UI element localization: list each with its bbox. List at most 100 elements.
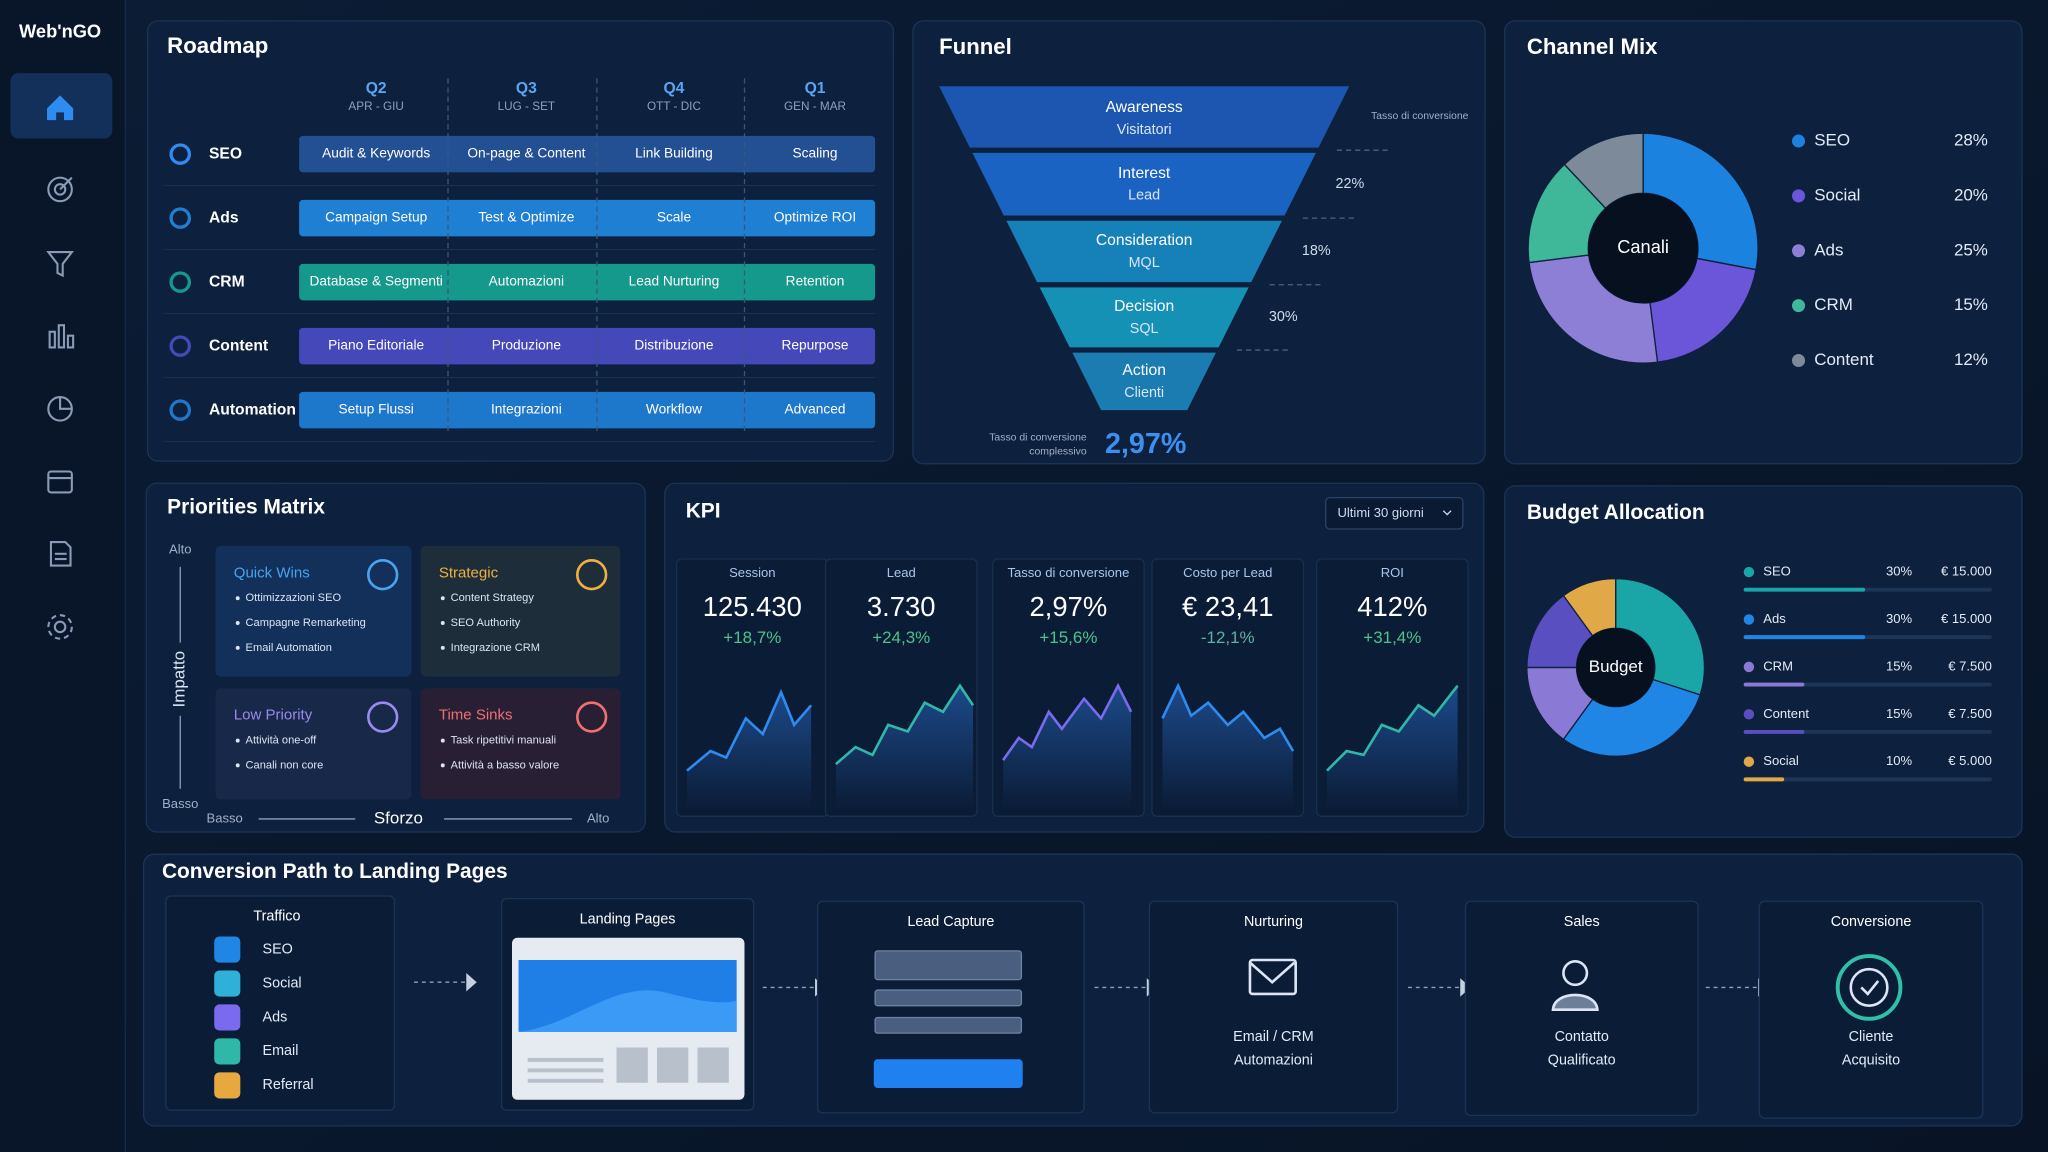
quadrant-title: Strategic (439, 564, 499, 581)
conversion-rate: 30% (1269, 309, 1298, 325)
budget-bar (1743, 777, 1785, 782)
conversion-rate: 18% (1302, 243, 1331, 259)
stage-name: Decision (1114, 298, 1174, 315)
source-icon (214, 1038, 241, 1065)
quarter-name: Q1 (805, 80, 826, 97)
step-text: Contatto (1555, 1029, 1609, 1045)
nav-doc[interactable] (49, 540, 72, 567)
legend-name: SEO (1814, 131, 1850, 150)
budget-bar (1743, 729, 1805, 734)
quadrant-item: Attività one-off (246, 735, 318, 747)
check-mark (1860, 980, 1880, 996)
roadmap-cell: Link Building (635, 146, 713, 161)
nav-target[interactable] (47, 176, 73, 203)
budget-pct: 30% (1886, 564, 1913, 579)
sparkline (686, 688, 813, 772)
quadrant-item: Campagne Remarketing (246, 617, 366, 629)
kpi-change: +18,7% (723, 628, 781, 647)
quarter-name: Q3 (516, 80, 537, 97)
donut-center: Budget (1589, 657, 1643, 676)
roadmap-cell: On-page & Content (467, 146, 585, 161)
stage-metric: SQL (1130, 321, 1159, 337)
roadmap-cell: Advanced (785, 402, 846, 417)
roadmap-cell: Lead Nurturing (629, 274, 720, 289)
row-label: Content (209, 337, 269, 354)
budget-pct: 15% (1886, 706, 1913, 721)
funnel-stage (939, 86, 1350, 148)
stage-metric: Visitatori (1117, 122, 1172, 138)
quadrant (420, 545, 621, 677)
step-text: Cliente (1849, 1029, 1894, 1045)
row-label: Automation (209, 401, 296, 418)
envelope (1248, 958, 1297, 996)
row-icon (169, 335, 192, 357)
sparkline-area (1162, 685, 1294, 810)
overall-caption: complessivo (1029, 447, 1087, 458)
source-name: Ads (263, 1009, 288, 1025)
rate-caption: Tasso di conversione (1371, 111, 1469, 122)
row-label: SEO (209, 145, 242, 162)
sidebar (0, 0, 126, 1152)
quarter-months: GEN - MAR (784, 100, 846, 113)
source-icon (214, 1004, 241, 1031)
kpi-change: +15,6% (1039, 628, 1097, 647)
stage-name: Interest (1118, 165, 1171, 182)
step-text: Qualificato (1548, 1052, 1616, 1068)
roadmap-cell: Optimize ROI (774, 210, 856, 225)
step-text: Email / CRM (1233, 1029, 1314, 1045)
axis-label: Impatto (170, 651, 189, 708)
donut-hole (1588, 193, 1698, 304)
row-label: CRM (209, 273, 245, 290)
kpi-change: +31,4% (1363, 628, 1421, 647)
quadrant (215, 688, 412, 800)
kpi-change: -12,1% (1201, 628, 1255, 647)
sparkline (1161, 682, 1295, 752)
browser-line (527, 1068, 604, 1073)
quarter-name: Q4 (664, 80, 685, 97)
form-field (874, 989, 1023, 1007)
bullet (235, 738, 240, 743)
legend-dot (1743, 566, 1755, 578)
nav-calendar[interactable] (47, 470, 73, 494)
legend-name: Ads (1814, 240, 1843, 259)
budget-bar (1743, 587, 1866, 592)
stage-metric: Clienti (1124, 385, 1164, 401)
budget-name: SEO (1763, 564, 1791, 579)
nav-bars[interactable] (48, 324, 75, 349)
source-icon (214, 970, 241, 997)
funnel-stage (1006, 220, 1282, 283)
kpi-label: Lead (887, 565, 916, 580)
quadrant-item: Integrazione CRM (451, 642, 540, 654)
logo: Web'nGO (19, 20, 101, 41)
roadmap-cell: Automazioni (489, 274, 564, 289)
step-title: Traffico (253, 909, 300, 925)
budget-name: Ads (1763, 611, 1786, 626)
legend-dot (1743, 661, 1755, 673)
nav-pie[interactable] (47, 396, 73, 422)
nav-funnel[interactable] (46, 251, 74, 278)
overall-caption: Tasso di conversione (989, 432, 1087, 443)
legend-value: 12% (1954, 350, 1988, 369)
roadmap-bar (299, 199, 876, 237)
source-icon (214, 936, 241, 963)
budget-bar (1743, 682, 1805, 687)
sparkline (1326, 684, 1459, 772)
roadmap-cell: Scaling (793, 146, 838, 161)
axis-end: Basso (207, 810, 243, 825)
quarter-name: Q2 (366, 80, 387, 97)
stage-metric: MQL (1129, 255, 1160, 271)
envelope-flap (1249, 961, 1296, 984)
budget-name: Social (1763, 753, 1799, 768)
axis-end: Alto (587, 810, 609, 825)
step-title: Nurturing (1244, 914, 1303, 930)
budget-name: CRM (1763, 658, 1793, 673)
bar-track (1743, 729, 1992, 734)
quadrant-item: SEO Authority (451, 617, 521, 629)
quadrant-item: Ottimizzazioni SEO (246, 592, 342, 604)
nav-settings[interactable] (47, 614, 73, 640)
browser-card (697, 1047, 729, 1083)
nav-home[interactable] (47, 95, 74, 121)
period-dropdown[interactable] (1325, 496, 1464, 530)
